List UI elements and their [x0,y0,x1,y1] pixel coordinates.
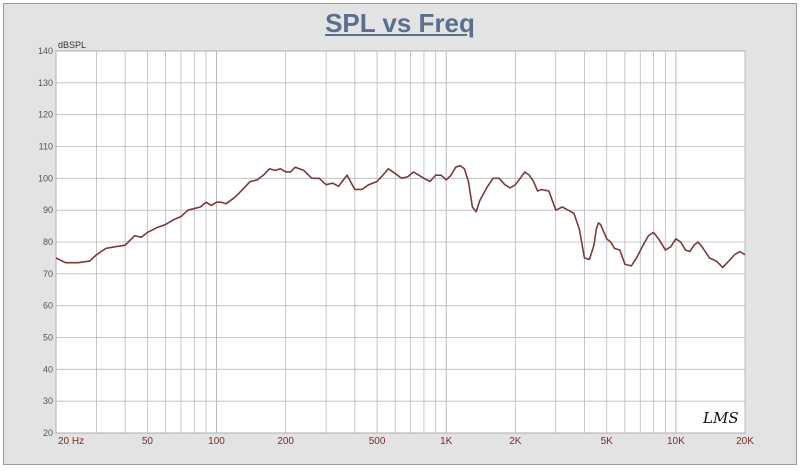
x-tick-label: 1K [440,436,453,447]
x-tick-label: 5K [601,436,614,447]
x-tick-labels: 20 Hz 50 100 200 500 1K 2K 5K 10K 20K [58,436,754,447]
x-tick-label: 2K [509,436,522,447]
x-tick-label: 20 Hz [58,436,84,447]
y-tick-label: 100 [38,173,53,183]
y-tick-label: 50 [43,333,53,343]
y-tick-label: 90 [43,205,53,215]
x-tick-label: 20K [736,436,754,447]
y-tick-label: 140 [38,46,53,56]
y-tick-label: 60 [43,301,53,311]
chart-title: SPL vs Freq [325,8,475,38]
lms-logo: LMS [702,409,739,427]
x-tick-label: 500 [369,436,386,447]
x-tick-label: 100 [208,436,225,447]
horizontal-grid [56,50,745,434]
x-tick-label: 10K [667,436,685,447]
y-tick-label: 20 [43,428,53,438]
y-tick-label: 30 [43,396,53,406]
y-tick-label: 120 [38,110,53,120]
y-tick-label: 40 [43,364,53,374]
y-tick-labels: 20 30 40 50 60 70 80 90 100 110 120 130 140 [38,46,53,438]
y-tick-label: 110 [39,142,53,152]
y-tick-label: 80 [43,237,53,247]
y-tick-label: 70 [43,269,53,279]
spl-response-line [55,164,746,269]
x-tick-label: 50 [142,436,154,447]
x-tick-label: 200 [277,436,294,447]
y-axis-unit-label: dBSPL [58,40,86,50]
y-tick-label: 130 [38,78,53,88]
